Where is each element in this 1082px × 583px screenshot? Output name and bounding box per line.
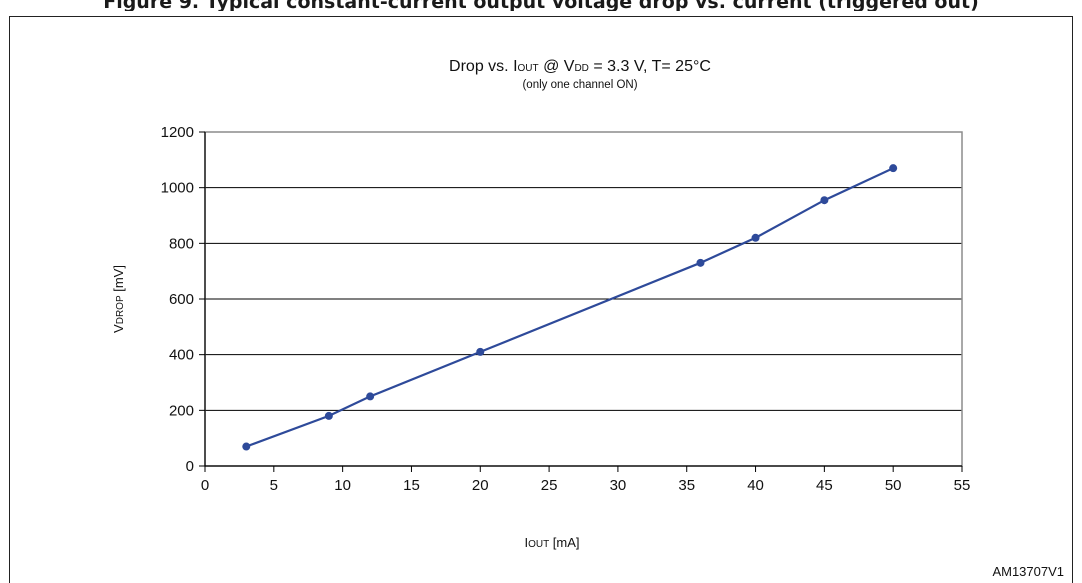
series-layer (242, 164, 898, 451)
x-tick-labels: 0 5 10 15 20 25 30 35 40 45 50 55 (201, 477, 971, 494)
data-point (820, 196, 829, 205)
x-tick-label: 55 (954, 477, 971, 494)
x-axis-label: IOUT [mA] (524, 535, 579, 550)
title-part: @ V (539, 58, 575, 75)
data-point (476, 347, 485, 356)
y-tick-label: 1000 (161, 180, 194, 197)
title-subscript: DD (574, 63, 588, 74)
x-tick-label: 25 (541, 477, 558, 494)
y-tick-label: 800 (169, 235, 194, 252)
data-point (889, 164, 898, 173)
x-axis-label-main: I (524, 535, 528, 550)
y-tick-labels: 0 200 400 600 800 1000 1200 (161, 124, 194, 475)
grid (205, 187, 962, 411)
figure-frame (9, 16, 1073, 583)
y-axis-label-main: V (111, 324, 126, 333)
chart-title: Drop vs. IOUT @ VDD = 3.3 V, T= 25°C (449, 58, 711, 75)
y-tick-label: 0 (186, 458, 194, 475)
y-tick-label: 200 (169, 402, 194, 419)
series-line (245, 167, 894, 448)
x-axis-label-unit: [mA] (549, 535, 579, 550)
title-part: Drop vs. I (449, 58, 517, 75)
x-tick-label: 35 (678, 477, 695, 494)
chart-subtitle: (only one channel ON) (522, 79, 637, 91)
x-tick-label: 10 (334, 477, 351, 494)
x-tick-label: 40 (747, 477, 764, 494)
x-tick-label: 20 (472, 477, 489, 494)
axes (199, 131, 963, 472)
x-axis-label-subscript: OUT (528, 539, 549, 550)
y-tick-label: 600 (169, 291, 194, 308)
data-point (696, 258, 705, 267)
y-axis-label-unit: [mV] (111, 265, 126, 295)
figure-caption: Figure 9. Typical constant-current outpu… (103, 0, 979, 11)
title-subscript: OUT (518, 63, 539, 74)
x-tick-label: 50 (885, 477, 902, 494)
svg-text:Drop vs. IOUT @ VDD = 3.3 V, T: Drop vs. IOUT @ VDD = 3.3 V, T= 25°C (449, 58, 711, 75)
data-point (366, 392, 375, 401)
x-tick-label: 30 (610, 477, 627, 494)
data-point (751, 233, 760, 242)
title-part: = 3.3 V, T= 25°C (589, 58, 711, 75)
y-tick-label: 1200 (161, 124, 194, 141)
x-tick-label: 5 (270, 477, 278, 494)
x-tick-label: 45 (816, 477, 833, 494)
data-point (324, 411, 333, 420)
y-axis-label-subscript: DROP (115, 295, 126, 324)
data-point (242, 442, 251, 451)
y-tick-label: 400 (169, 347, 194, 364)
x-tick-label: 0 (201, 477, 209, 494)
reference-code: AM13707V1 (992, 564, 1064, 579)
x-tick-label: 15 (403, 477, 420, 494)
y-axis-label: VDROP [mV] (111, 265, 126, 333)
